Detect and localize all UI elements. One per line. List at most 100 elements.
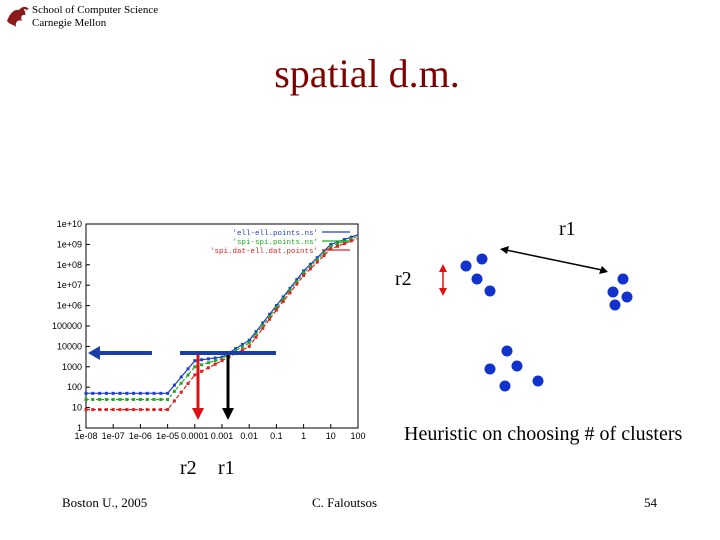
data-point <box>268 314 272 318</box>
data-point <box>132 408 136 412</box>
data-point <box>281 295 285 299</box>
x-tick-label: 0.1 <box>270 431 283 441</box>
data-point <box>322 251 326 255</box>
data-point <box>254 330 258 334</box>
data-point <box>166 397 170 401</box>
data-point <box>145 391 149 395</box>
y-tick-label: 1e+08 <box>57 260 82 270</box>
cmu-dragon-logo-icon <box>7 6 29 28</box>
cluster-dot <box>476 253 488 265</box>
data-point <box>295 280 299 284</box>
data-point <box>200 358 204 362</box>
y-tick-label: 10000 <box>57 341 82 351</box>
data-point <box>193 373 197 377</box>
data-point <box>138 397 142 401</box>
cluster-dot <box>532 375 544 387</box>
heuristic-text: Heuristic on choosing # of clusters <box>404 423 683 445</box>
data-point <box>329 247 333 251</box>
data-point <box>159 397 163 401</box>
data-point <box>179 390 183 394</box>
blue-arrow-left <box>88 346 152 360</box>
cluster-dot <box>621 291 633 303</box>
data-point <box>104 408 108 412</box>
data-point <box>111 391 115 395</box>
cluster-dot <box>511 360 523 372</box>
data-point <box>302 269 306 273</box>
org-line-2: Carnegie Mellon <box>32 17 107 29</box>
black-arrow-r1 <box>222 355 234 420</box>
data-point <box>322 254 326 258</box>
org-line-1: School of Computer Science <box>32 4 159 16</box>
data-point <box>186 382 190 386</box>
data-point <box>206 357 210 361</box>
data-point <box>138 391 142 395</box>
data-point <box>336 244 340 248</box>
data-point <box>213 362 217 366</box>
data-point <box>213 356 217 360</box>
data-point <box>166 391 170 395</box>
data-point <box>84 397 88 401</box>
data-point <box>125 391 129 395</box>
y-tick-label: 1e+09 <box>57 239 82 249</box>
data-point <box>240 345 244 349</box>
data-point <box>132 397 136 401</box>
page-number: 54 <box>644 495 657 510</box>
data-point <box>172 389 176 393</box>
data-point <box>166 408 170 412</box>
data-point <box>193 365 197 369</box>
r2-double-arrow <box>439 264 447 296</box>
data-point <box>91 408 95 412</box>
data-point <box>186 373 190 377</box>
data-point <box>240 342 244 346</box>
data-point <box>247 338 251 342</box>
x-tick-label: 0.001 <box>211 431 234 441</box>
data-point <box>288 291 292 295</box>
y-tick-label: 1000 <box>62 362 82 372</box>
data-point <box>193 359 197 363</box>
data-point <box>315 258 319 262</box>
data-point <box>234 347 238 351</box>
data-point <box>152 391 156 395</box>
data-point <box>329 244 333 248</box>
data-point <box>84 408 88 412</box>
data-point <box>104 397 108 401</box>
data-point <box>118 391 122 395</box>
data-point <box>111 408 115 412</box>
legend-label: 'ell-ell.points.ns' <box>232 230 318 238</box>
data-point <box>220 357 224 361</box>
red-arrow-r2 <box>192 355 204 420</box>
data-point <box>240 348 244 352</box>
cluster-dot <box>460 260 472 272</box>
data-point <box>98 397 102 401</box>
data-point <box>336 240 340 244</box>
data-point <box>254 335 258 339</box>
cluster-dot <box>501 345 513 357</box>
x-tick-label: 1e-06 <box>129 431 152 441</box>
data-point <box>315 260 319 264</box>
cluster-points <box>460 253 633 392</box>
data-point <box>98 408 102 412</box>
data-point <box>118 408 122 412</box>
y-tick-label: 1e+06 <box>57 301 82 311</box>
data-point <box>261 326 265 330</box>
data-point <box>132 391 136 395</box>
data-point <box>268 312 272 316</box>
slide-title: spatial d.m. <box>274 51 460 96</box>
data-point <box>254 332 258 336</box>
data-point <box>206 366 210 370</box>
data-point <box>172 399 176 403</box>
data-point <box>274 308 278 312</box>
data-point <box>159 408 163 412</box>
diagram-label-r2: r2 <box>395 268 412 290</box>
plot-label-r2: r2 <box>180 457 197 479</box>
data-point <box>118 397 122 401</box>
r1-double-arrow <box>500 246 608 274</box>
data-point <box>125 408 129 412</box>
data-point <box>302 271 306 275</box>
data-point <box>84 391 88 395</box>
data-point <box>186 367 190 371</box>
plot-label-r1: r1 <box>218 457 235 479</box>
org-name: School of Computer Science Carnegie Mell… <box>32 4 158 30</box>
footer-center: C. Faloutsos <box>312 495 378 510</box>
